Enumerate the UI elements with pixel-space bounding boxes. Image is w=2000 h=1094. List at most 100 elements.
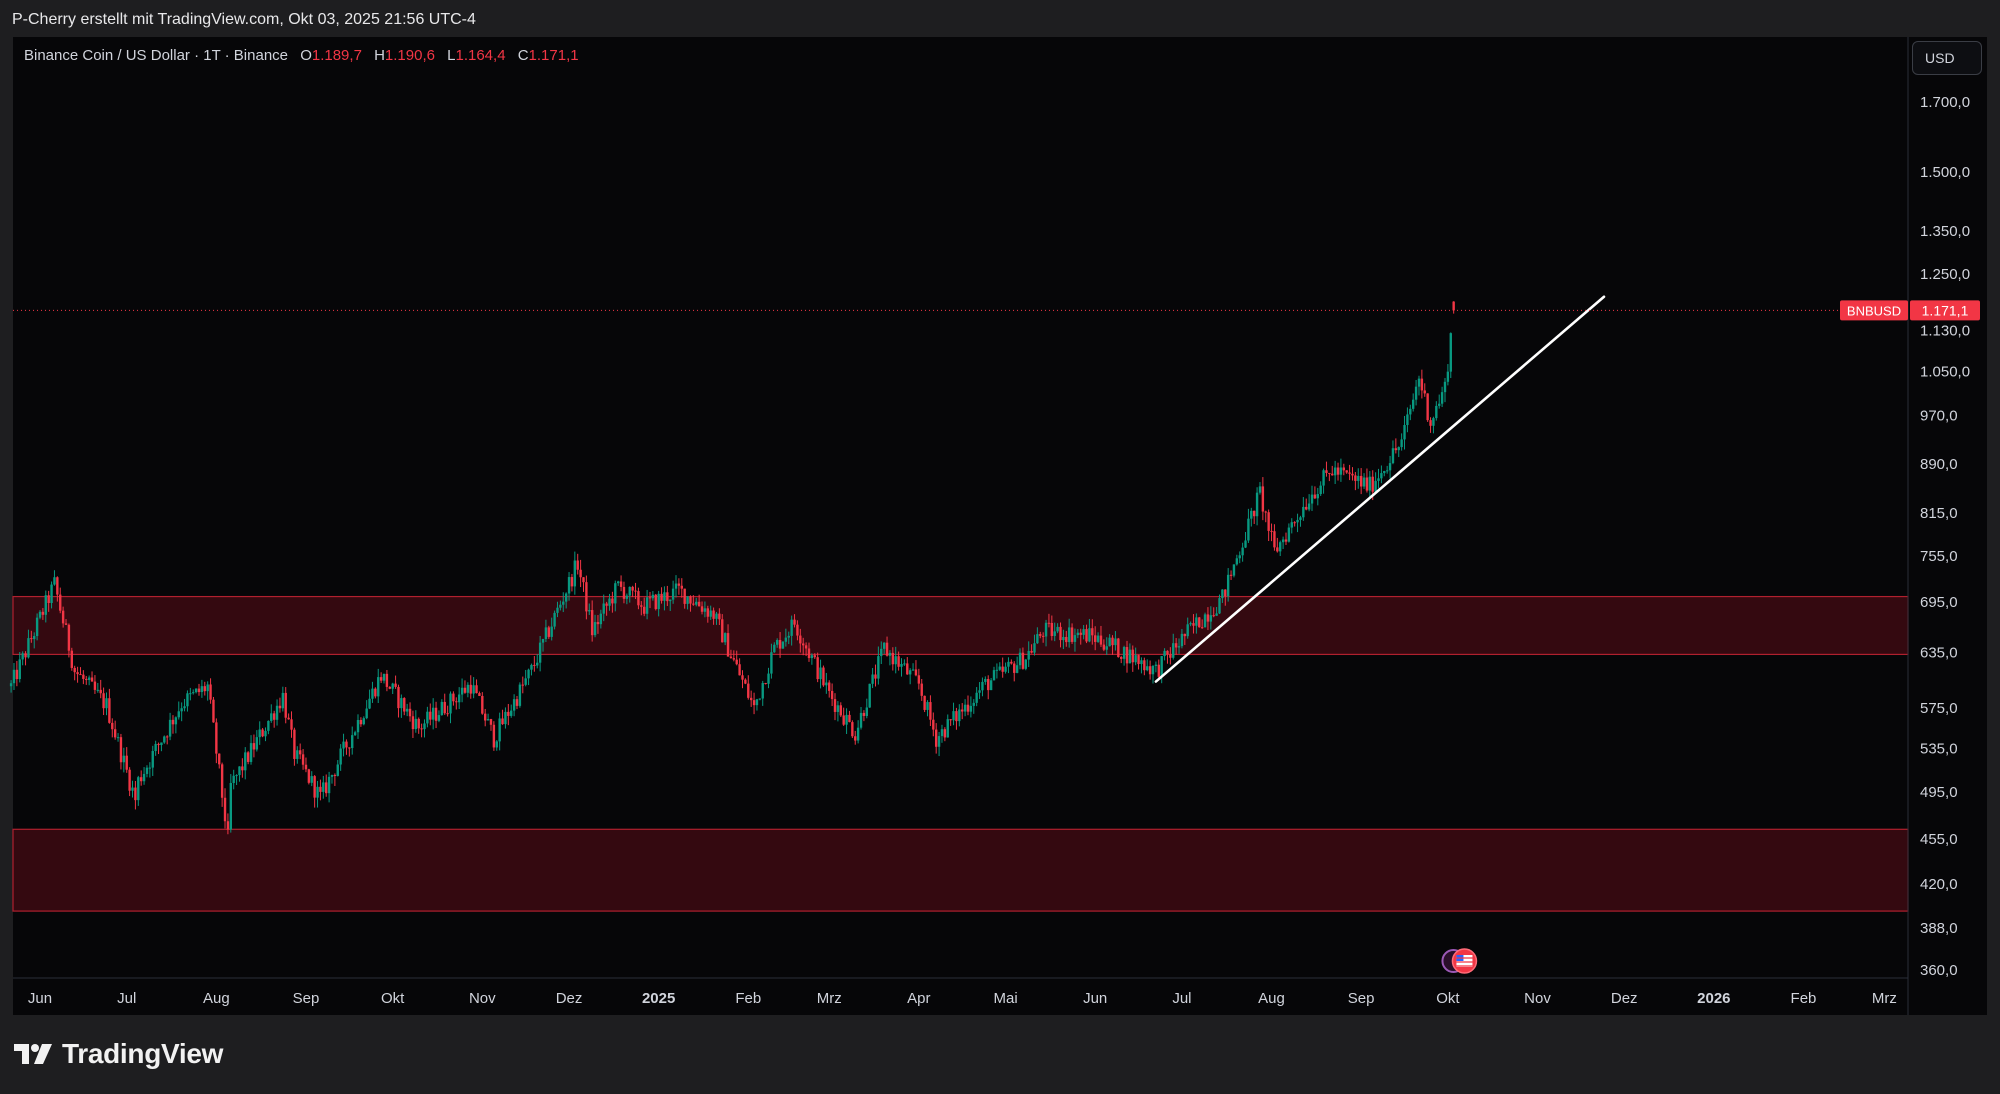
candle-body [235, 775, 238, 777]
candle-body [186, 693, 189, 707]
candle-body [30, 638, 33, 640]
candle-body [21, 653, 24, 660]
candle-body [833, 699, 837, 712]
candle-body [1218, 598, 1221, 614]
candle-body [1027, 650, 1030, 660]
candle-body [168, 719, 172, 737]
candle-body [1423, 390, 1426, 394]
candle-body [573, 560, 577, 587]
candle-body [770, 652, 773, 674]
candle-body [469, 684, 472, 694]
candle-body [747, 683, 750, 698]
candle-body [1039, 634, 1042, 636]
candle-body [1140, 660, 1143, 665]
candle-body [400, 698, 403, 709]
candle-body [272, 713, 276, 720]
candle-body [842, 715, 845, 725]
candle-body [596, 622, 600, 625]
candle-body [1091, 628, 1094, 636]
candle-body [752, 700, 756, 706]
candle-body [1137, 655, 1140, 665]
candle-body [1186, 624, 1189, 637]
time-tick-label: 2025 [642, 990, 675, 1007]
candle-body [804, 645, 808, 649]
candle-body [856, 727, 860, 741]
candle-body [116, 737, 120, 739]
candle-body [345, 741, 348, 748]
candle-body [660, 593, 663, 601]
symbol-title[interactable]: Binance Coin / US Dollar · 1T · Binance [24, 47, 289, 64]
candle-body [163, 736, 166, 743]
candle-body [1270, 530, 1273, 532]
candle-body [342, 741, 345, 749]
candle-body [1195, 617, 1198, 626]
candle-body [1267, 512, 1270, 531]
candle-body [1082, 629, 1085, 635]
candle-body [530, 664, 533, 670]
candle-body [27, 638, 30, 658]
candle-body [726, 633, 730, 657]
candle-body [619, 581, 623, 587]
candle-body [894, 656, 897, 665]
currency-button[interactable]: USD [1912, 41, 1982, 75]
candle-body [1215, 613, 1218, 616]
candle-body [989, 680, 993, 691]
candle-body [267, 720, 270, 731]
candle-body [880, 648, 883, 657]
candle-body [134, 787, 137, 801]
candle-body [209, 684, 212, 700]
price-tick-label: 495,0 [1920, 784, 1958, 801]
time-tick-label: Jun [28, 990, 52, 1007]
candle-body [87, 677, 91, 680]
candle-body [197, 688, 201, 693]
candle-body [47, 595, 50, 604]
candle-body [677, 583, 681, 586]
candle-body [1296, 519, 1299, 523]
candle-body [773, 644, 776, 653]
candle-body [275, 705, 279, 720]
candle-body [1310, 494, 1314, 504]
candle-body [908, 670, 912, 675]
candle-body [1163, 650, 1166, 657]
candle-body [304, 764, 308, 770]
candle-body [972, 702, 975, 706]
candle-body [1235, 558, 1239, 565]
candle-body [293, 729, 296, 759]
high-label: H [374, 47, 385, 64]
candle-body [819, 667, 822, 680]
candle-body [576, 560, 579, 570]
candle-body [258, 729, 261, 738]
candle-body [952, 711, 955, 721]
candle-body [67, 624, 71, 651]
candle-body [1250, 510, 1253, 519]
candle-body [995, 669, 999, 671]
candle-body [709, 610, 712, 617]
candle-body [888, 652, 892, 656]
last-price-label: 1.171,1 [1922, 302, 1969, 318]
time-tick-label: Okt [381, 990, 405, 1007]
candle-body [1385, 470, 1389, 472]
candle-body [1365, 477, 1369, 491]
last-price-tag [1910, 300, 1980, 321]
close-label: C [517, 47, 529, 64]
candle-body [353, 732, 357, 736]
candle-body [929, 702, 932, 720]
candle-body [504, 711, 507, 725]
candle-body [605, 603, 608, 606]
candle-body [1174, 643, 1178, 648]
candle-body [1362, 477, 1366, 487]
candle-body [397, 686, 400, 709]
candle-body [177, 711, 180, 718]
time-tick-label: Mai [993, 990, 1017, 1007]
candle-body [1203, 614, 1207, 628]
candle-body [434, 707, 438, 721]
candle-body [1414, 386, 1418, 400]
candle-body [897, 656, 900, 667]
candle-body [608, 598, 611, 606]
candle-body [59, 594, 62, 611]
tradingview-footer[interactable]: TradingView [14, 1036, 223, 1072]
trendline[interactable] [1154, 295, 1606, 683]
candle-body [958, 709, 961, 722]
candle-body [1307, 503, 1311, 510]
